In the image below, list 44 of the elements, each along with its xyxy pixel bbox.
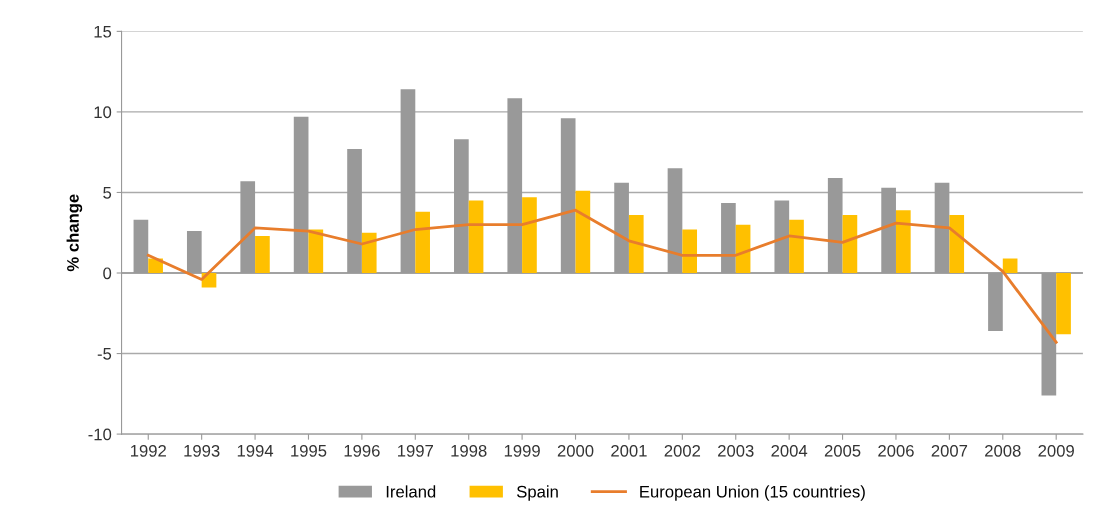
x-tick-label: 2007 xyxy=(931,444,968,457)
x-tick-label: 2005 xyxy=(824,444,861,457)
bar xyxy=(842,215,858,274)
legend-label: Spain xyxy=(517,485,558,501)
x-tick-label: 1992 xyxy=(130,444,166,457)
bar xyxy=(255,235,270,274)
bar xyxy=(468,200,484,274)
y-tick-label: -5 xyxy=(97,348,112,360)
y-tick-label: 10 xyxy=(94,106,112,119)
x-tick-label: 1999 xyxy=(504,444,540,457)
bar xyxy=(628,215,644,274)
y-tick-label: -10 xyxy=(88,428,112,441)
y-tick-label: 0 xyxy=(103,267,112,280)
legend-label: European Union (15 countries) xyxy=(640,485,865,501)
line-series xyxy=(146,208,1058,344)
bar xyxy=(682,229,698,274)
x-tick-label: 2008 xyxy=(985,444,1021,457)
x-tick-label: 2003 xyxy=(718,444,754,457)
bar xyxy=(361,232,377,274)
x-tick-label: 2000 xyxy=(557,444,594,457)
bar xyxy=(895,210,911,274)
bar xyxy=(949,215,965,274)
x-tick-label: 1993 xyxy=(184,444,220,457)
x-tick-label: 1997 xyxy=(398,444,433,457)
x-tick-label: 2006 xyxy=(878,444,914,457)
x-tick-label: 1996 xyxy=(344,444,380,457)
x-tick-label: 2002 xyxy=(664,444,701,457)
bar xyxy=(415,211,430,274)
bar xyxy=(308,229,324,274)
x-tick-label: 2001 xyxy=(611,444,647,457)
x-tick-label: 2009 xyxy=(1038,444,1074,457)
x-tick-label: 1995 xyxy=(291,444,327,457)
bar xyxy=(1002,258,1018,274)
x-tick-label: 2004 xyxy=(771,444,808,457)
bar xyxy=(522,197,537,274)
bar xyxy=(575,190,591,274)
legend-label: Ireland xyxy=(386,485,436,498)
bar xyxy=(1056,273,1071,335)
y-axis-title: % change xyxy=(66,194,83,272)
y-tick-label: 5 xyxy=(103,187,112,199)
x-tick-label: 1998 xyxy=(451,444,487,457)
bar xyxy=(789,219,804,274)
x-tick-label: 1994 xyxy=(237,444,274,457)
y-tick-label: 15 xyxy=(94,25,112,38)
